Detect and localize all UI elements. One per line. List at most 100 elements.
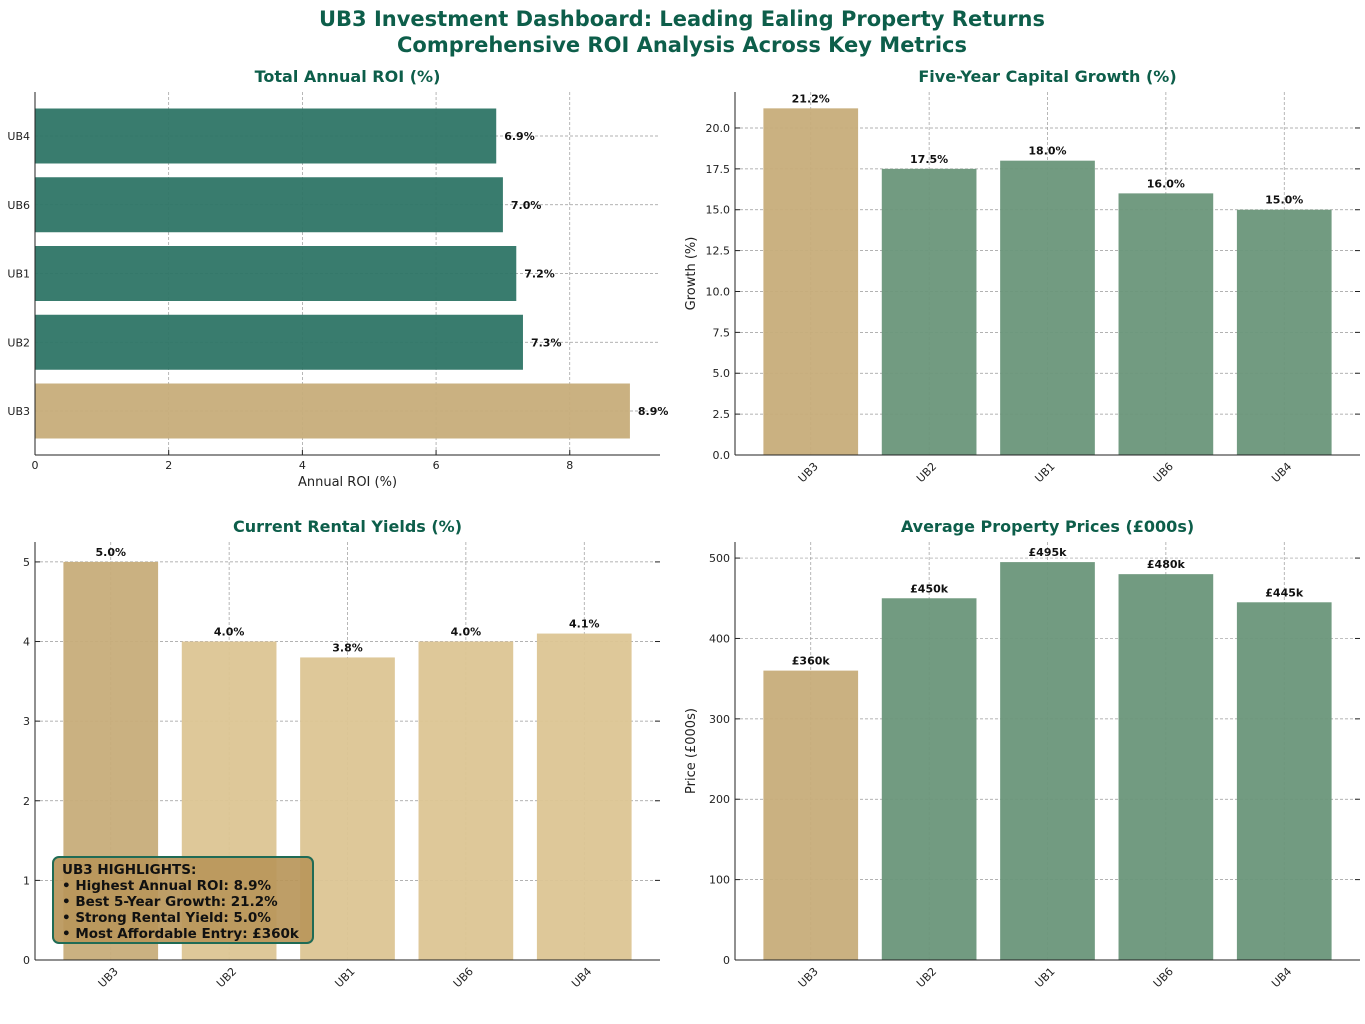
y-tick-label: 300 [709, 713, 730, 726]
data-label: 17.5% [910, 153, 948, 166]
y-tick-label: 0 [723, 954, 730, 967]
data-label: 8.9% [638, 405, 669, 418]
x-tick-label: UB2 [914, 965, 939, 990]
bar-UB6 [1118, 193, 1214, 456]
x-tick-label: UB4 [1269, 460, 1294, 485]
bar-UB4 [536, 633, 632, 960]
data-label: 15.0% [1265, 194, 1303, 207]
data-label: £480k [1147, 558, 1186, 571]
y-tick-label: 20.0 [706, 122, 731, 135]
chart-title: Current Rental Yields (%) [233, 517, 462, 536]
y-tick-label: 400 [709, 632, 730, 645]
x-tick-label: 0 [32, 459, 39, 472]
bar-UB1 [1000, 160, 1095, 456]
highlight-item: • Most Affordable Entry: £360k [62, 926, 299, 942]
y-tick-label: 500 [709, 552, 730, 565]
x-tick-label: UB1 [1032, 965, 1057, 990]
y-tick-label: 12.5 [706, 245, 731, 258]
x-tick-label: UB2 [914, 460, 939, 485]
bar-UB3 [763, 670, 859, 960]
bar-UB4 [1236, 602, 1332, 960]
x-tick-label: UB6 [1151, 965, 1176, 990]
data-label: 4.1% [569, 618, 600, 631]
chart-title: Five-Year Capital Growth (%) [918, 67, 1176, 86]
bar-UB1 [35, 246, 517, 301]
x-tick-label: 2 [165, 459, 172, 472]
data-label: £360k [792, 655, 831, 668]
bar-UB6 [35, 177, 503, 233]
bar-UB1 [300, 657, 395, 960]
x-tick-label: UB6 [1151, 460, 1176, 485]
x-tick-label: UB3 [796, 460, 821, 485]
chart-title: Average Property Prices (£000s) [901, 517, 1194, 536]
y-tick-label: UB4 [7, 130, 30, 143]
data-label: 18.0% [1028, 145, 1066, 158]
x-tick-label: UB1 [1032, 460, 1057, 485]
data-label: 4.0% [451, 626, 482, 639]
bar-UB6 [418, 641, 514, 960]
bar-UB4 [35, 108, 497, 164]
y-tick-label: 0.0 [713, 449, 731, 462]
data-label: 3.8% [332, 641, 363, 654]
y-tick-label: 2.5 [713, 408, 731, 421]
x-tick-label: UB6 [451, 965, 476, 990]
data-label: 5.0% [95, 546, 126, 559]
x-tick-label: UB1 [332, 965, 357, 990]
data-label: 21.2% [792, 92, 830, 105]
data-label: 6.9% [504, 130, 535, 143]
x-tick-label: UB2 [214, 965, 239, 990]
data-label: £450k [910, 582, 949, 595]
y-tick-label: 15.0 [706, 204, 731, 217]
figure-subtitle: Comprehensive ROI Analysis Across Key Me… [397, 33, 967, 57]
x-tick-label: 4 [299, 459, 306, 472]
highlight-item: • Best 5-Year Growth: 21.2% [62, 894, 278, 910]
x-tick-label: 6 [433, 459, 440, 472]
y-tick-label: 100 [709, 874, 730, 887]
y-tick-label: 2 [23, 795, 30, 808]
bar-UB2 [881, 598, 977, 960]
y-tick-label: 200 [709, 793, 730, 806]
highlight-item: • Strong Rental Yield: 5.0% [62, 910, 271, 926]
y-tick-label: UB1 [7, 268, 30, 281]
bar-UB6 [1118, 574, 1214, 960]
bar-UB2 [881, 168, 977, 455]
data-label: 16.0% [1147, 177, 1185, 190]
highlight-item: • Highest Annual ROI: 8.9% [62, 878, 272, 894]
highlights-box: UB3 HIGHLIGHTS: • Highest Annual ROI: 8.… [52, 856, 314, 944]
data-label: 7.2% [524, 268, 555, 281]
y-tick-label: 3 [23, 715, 30, 728]
y-tick-label: UB6 [7, 199, 30, 212]
bar-UB2 [35, 314, 523, 370]
x-tick-label: UB4 [1269, 965, 1294, 990]
data-label: 7.3% [531, 336, 562, 349]
data-label: 7.0% [511, 199, 542, 212]
x-tick-label: UB4 [569, 965, 594, 990]
bar-UB1 [1000, 562, 1095, 960]
x-axis-label: Annual ROI (%) [298, 475, 397, 490]
bar-UB3 [763, 108, 859, 455]
x-tick-label: UB3 [796, 965, 821, 990]
y-axis-label: Price (£000s) [684, 708, 699, 794]
data-label: £495k [1029, 546, 1068, 559]
y-tick-label: 7.5 [713, 326, 731, 339]
y-tick-label: 1 [23, 874, 30, 887]
y-tick-label: 4 [23, 636, 30, 649]
y-tick-label: 0 [23, 954, 30, 967]
x-tick-label: 8 [566, 459, 573, 472]
y-tick-label: 17.5 [706, 163, 731, 176]
x-tick-label: UB3 [96, 965, 121, 990]
y-tick-label: 5.0 [713, 367, 731, 380]
data-label: £445k [1265, 586, 1304, 599]
y-tick-label: 10.0 [706, 285, 731, 298]
y-tick-label: UB2 [7, 336, 30, 349]
bar-UB4 [1236, 209, 1332, 455]
y-axis-label: Growth (%) [684, 237, 699, 311]
bar-UB3 [35, 383, 630, 439]
data-label: 4.0% [214, 626, 245, 639]
figure-title: UB3 Investment Dashboard: Leading Ealing… [319, 7, 1045, 31]
chart-title: Total Annual ROI (%) [255, 67, 441, 86]
highlights-title: UB3 HIGHLIGHTS: [62, 862, 197, 878]
y-tick-label: 5 [23, 556, 30, 569]
y-tick-label: UB3 [7, 405, 30, 418]
